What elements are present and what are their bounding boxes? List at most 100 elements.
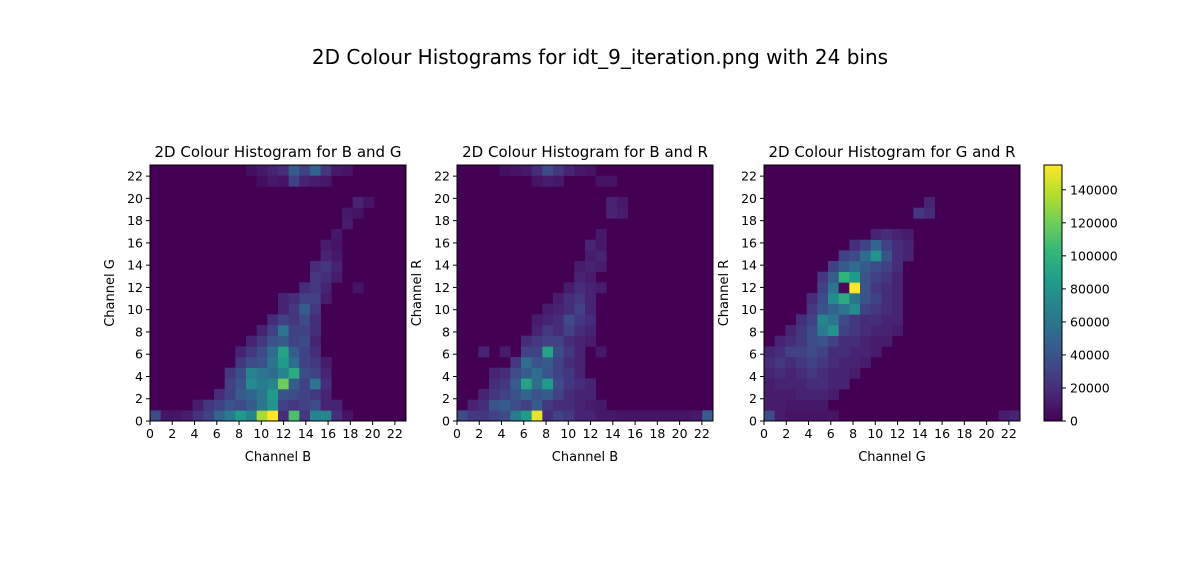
heatmap-cell xyxy=(235,346,247,358)
heatmap-cell xyxy=(585,303,596,315)
heatmap-cell xyxy=(278,335,289,347)
heatmap-cell xyxy=(796,367,807,379)
heatmap-cell xyxy=(246,357,257,368)
heatmap-cell xyxy=(670,410,682,422)
heatmap-cell xyxy=(288,346,300,358)
colorbar-segment xyxy=(1044,331,1062,335)
x-tick-label: 6 xyxy=(827,426,835,441)
x-tick-label: 0 xyxy=(760,426,768,441)
heatmap-cell xyxy=(542,367,554,379)
colorbar-segment xyxy=(1044,363,1062,367)
heatmap-cell xyxy=(331,410,343,422)
heatmap-cell xyxy=(774,389,786,400)
heatmap-cell xyxy=(595,346,607,358)
heatmap-cell xyxy=(278,346,289,358)
x-tick-label: 12 xyxy=(890,426,906,441)
heatmap-cell xyxy=(467,399,479,411)
heatmap-cell xyxy=(870,229,882,240)
x-tick-label: 8 xyxy=(235,426,243,441)
heatmap-cell xyxy=(574,335,586,347)
colorbar-segment xyxy=(1044,395,1062,399)
heatmap-cell xyxy=(796,410,807,422)
heatmap-cell xyxy=(299,303,311,315)
x-tick-label: 8 xyxy=(542,426,550,441)
heatmap-cell xyxy=(224,389,236,400)
colorbar-segment xyxy=(1044,408,1062,412)
heatmap-cell xyxy=(796,325,807,336)
colorbar-segment xyxy=(1044,325,1062,329)
heatmap-cell xyxy=(288,399,300,411)
y-tick-label: 10 xyxy=(741,302,757,317)
colorbar-segment xyxy=(1044,216,1062,220)
heatmap-cell xyxy=(691,410,703,422)
heatmap-cell xyxy=(838,367,850,379)
colorbar-segment xyxy=(1044,254,1062,259)
heatmap-cell xyxy=(553,389,564,400)
y-tick-label: 22 xyxy=(434,169,450,184)
heatmap-cell xyxy=(320,293,332,304)
heatmap-cell xyxy=(563,389,575,400)
heatmap-cell xyxy=(256,367,268,379)
colorbar-segment xyxy=(1044,366,1062,371)
x-tick-label: 16 xyxy=(627,426,643,441)
x-axis-label: Channel G xyxy=(858,450,926,465)
heatmap-cell xyxy=(870,250,882,262)
x-axis-label: Channel B xyxy=(552,450,618,465)
colorbar-segment xyxy=(1044,187,1062,191)
heatmap-cell xyxy=(246,346,257,358)
colorbar-segment xyxy=(1044,264,1062,268)
heatmap-cell xyxy=(764,399,775,411)
heatmap-cell xyxy=(902,229,914,240)
heatmap-cell xyxy=(320,239,332,251)
colorbar-segment xyxy=(1044,309,1062,313)
heatmap-cell xyxy=(892,271,903,283)
y-tick-label: 20 xyxy=(127,191,143,206)
heatmap-cell xyxy=(892,293,903,304)
heatmap-cell xyxy=(531,346,543,358)
heatmap-cell xyxy=(553,399,564,411)
colorbar-segment xyxy=(1044,293,1062,297)
heatmap-cell xyxy=(299,410,311,422)
heatmap-cell xyxy=(574,378,586,390)
heatmap-cell xyxy=(310,346,321,358)
colorbar-segment xyxy=(1044,382,1062,387)
heatmap-cell xyxy=(774,335,786,347)
heatmap-cell xyxy=(764,346,775,358)
heatmap-cell xyxy=(310,410,321,422)
colorbar-segment xyxy=(1044,206,1062,211)
x-tick-label: 10 xyxy=(560,426,576,441)
colorbar-segment xyxy=(1044,376,1062,380)
heatmap-cell xyxy=(563,335,575,347)
colorbar-segment xyxy=(1044,229,1062,233)
colorbar-frame xyxy=(1043,164,1063,422)
heatmap-cell xyxy=(553,314,564,326)
heatmap-cell xyxy=(288,175,300,187)
y-tick-label: 6 xyxy=(442,347,450,362)
heatmap-cell xyxy=(563,367,575,379)
colorbar-segment xyxy=(1044,209,1062,214)
heatmap-cell xyxy=(595,239,607,251)
heatmap-cell xyxy=(764,410,775,422)
heatmap-cell xyxy=(585,250,596,262)
x-tick-label: 14 xyxy=(605,426,621,441)
y-tick-label: 0 xyxy=(135,414,143,429)
heatmap-cell xyxy=(870,261,882,272)
y-tick-label: 16 xyxy=(741,235,757,250)
heatmap-cell xyxy=(849,282,861,294)
x-tick-label: 14 xyxy=(912,426,928,441)
colorbar-segment xyxy=(1044,235,1062,239)
heatmap-cell xyxy=(278,357,289,368)
heatmap-cell xyxy=(278,293,289,304)
colorbar-segment xyxy=(1044,315,1062,319)
heatmap-cell xyxy=(574,314,586,326)
heatmap-cell xyxy=(838,357,850,368)
heatmap-cell xyxy=(817,399,829,411)
heatmap-cell xyxy=(881,271,893,283)
heatmap-cell xyxy=(299,346,311,358)
y-tick-label: 4 xyxy=(442,369,450,384)
heatmap-cell xyxy=(267,325,279,336)
heatmap-cell xyxy=(796,389,807,400)
colorbar-segment xyxy=(1044,277,1062,281)
colorbar-segment xyxy=(1044,238,1062,243)
heatmap-cell xyxy=(342,207,353,219)
